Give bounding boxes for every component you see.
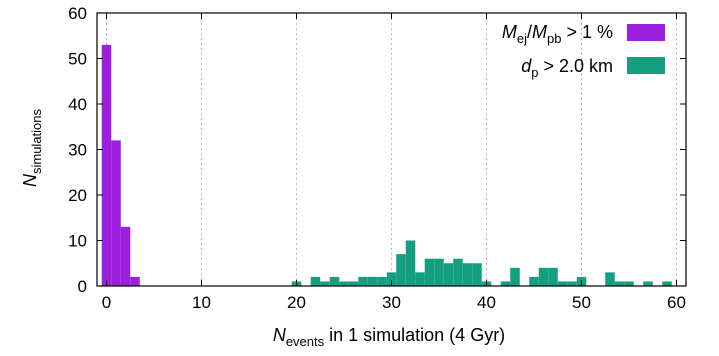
bar-series1-x37 xyxy=(453,258,463,286)
bar-series1-x32 xyxy=(405,240,416,286)
x-tick-label-50: 50 xyxy=(572,293,591,312)
legend-label-diameter: dp > 2.0 km xyxy=(521,56,613,80)
bar-series1-x59 xyxy=(662,281,672,286)
bar-series0-x0 xyxy=(101,44,112,286)
bar-series0-x1 xyxy=(111,140,121,286)
bar-series1-x23 xyxy=(320,281,330,286)
bar-series1-x54 xyxy=(614,281,625,286)
y-tick-label-40: 40 xyxy=(68,95,87,114)
legend: Mej/Mpb > 1 % dp > 2.0 km xyxy=(502,22,665,80)
bar-series1-x43 xyxy=(510,267,520,286)
y-axis-label: Nsimulations xyxy=(20,108,44,187)
y-tick-label-0: 0 xyxy=(78,277,87,296)
y-tick-label-60: 60 xyxy=(68,4,87,23)
bar-series1-x33 xyxy=(415,272,425,286)
bar-series1-x55 xyxy=(624,281,634,286)
bar-series1-x57 xyxy=(643,281,653,286)
bar-series1-x36 xyxy=(443,263,454,286)
x-tick-label-30: 30 xyxy=(382,293,401,312)
histogram-bars xyxy=(101,44,672,286)
bar-series1-x46 xyxy=(538,267,549,286)
bar-series1-x29 xyxy=(377,276,387,286)
x-tick-label-20: 20 xyxy=(287,293,306,312)
x-tick-label-10: 10 xyxy=(192,293,211,312)
bar-series1-x34 xyxy=(424,258,435,286)
bar-series1-x42 xyxy=(500,281,511,286)
x-tick-label-40: 40 xyxy=(477,293,496,312)
x-tick-label-60: 60 xyxy=(667,293,686,312)
legend-swatch-ejecta xyxy=(627,24,665,41)
bar-series1-x24 xyxy=(329,276,340,286)
bar-series1-x25 xyxy=(339,281,349,286)
y-tick-label-10: 10 xyxy=(68,232,87,251)
x-tick-label-0: 0 xyxy=(102,293,111,312)
bar-series1-x30 xyxy=(386,272,397,286)
axis-ticks: 0 10 20 30 40 50 60 0 10 20 30 40 50 60 xyxy=(68,4,686,312)
bar-series1-x45 xyxy=(529,276,539,286)
bar-series1-x22 xyxy=(310,276,321,286)
bar-series1-x28 xyxy=(367,276,378,286)
bar-series1-x35 xyxy=(434,258,444,286)
legend-label-ejecta: Mej/Mpb > 1 % xyxy=(502,22,613,46)
y-tick-label-50: 50 xyxy=(68,50,87,69)
bar-series1-x39 xyxy=(472,263,482,286)
y-tick-label-20: 20 xyxy=(68,186,87,205)
bar-series1-x38 xyxy=(462,263,473,286)
y-tick-label-30: 30 xyxy=(68,141,87,160)
x-axis-label: Nevents in 1 simulation (4 Gyr) xyxy=(273,325,505,349)
bar-series1-x27 xyxy=(358,276,368,286)
bar-series1-x48 xyxy=(557,281,568,286)
grid-lines xyxy=(106,13,677,286)
bar-series0-x2 xyxy=(120,226,131,286)
bar-series1-x26 xyxy=(348,281,359,286)
legend-swatch-diameter xyxy=(627,57,665,74)
bar-series0-x3 xyxy=(130,276,140,286)
bar-series1-x49 xyxy=(567,281,577,286)
bar-series1-x53 xyxy=(605,272,615,286)
bar-series1-x31 xyxy=(396,254,406,286)
bar-series1-x47 xyxy=(548,267,558,286)
